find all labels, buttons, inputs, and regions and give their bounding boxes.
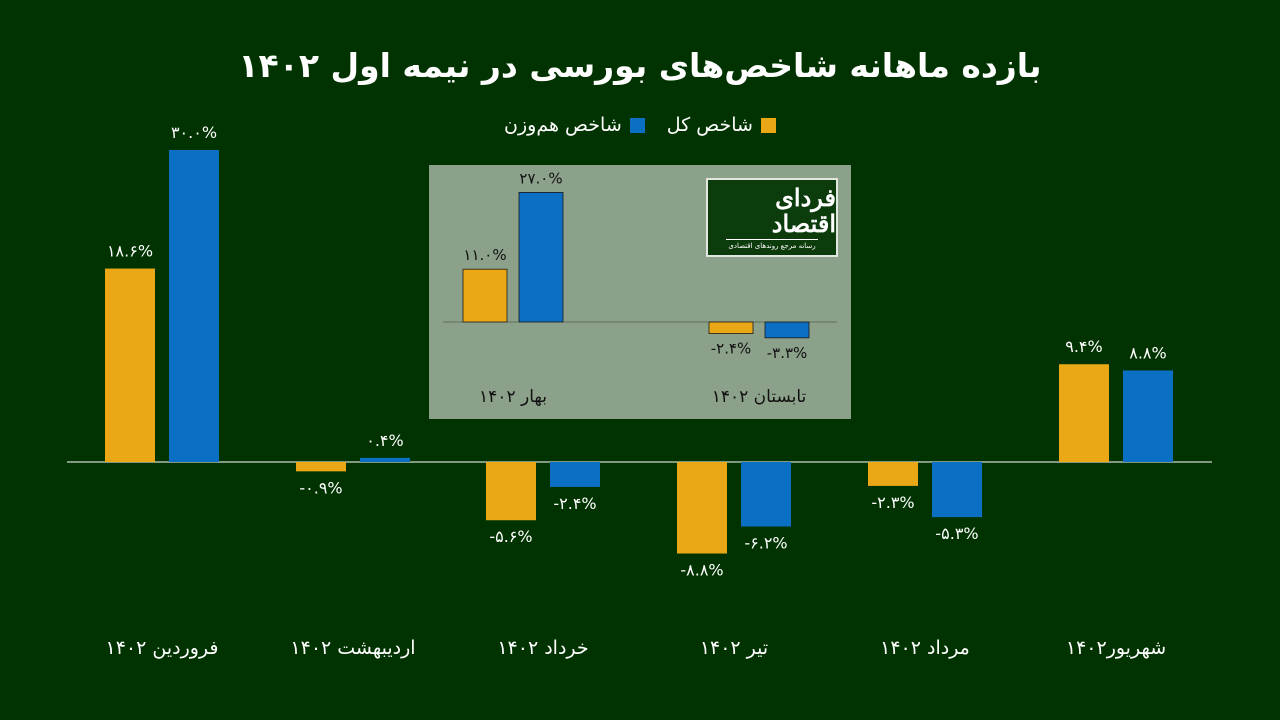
bar-overall-3 bbox=[677, 462, 727, 554]
legend-label-overall: شاخص کل bbox=[666, 114, 753, 136]
legend-item-overall: شاخص کل bbox=[667, 114, 776, 136]
inset-bar-overall-1 bbox=[708, 321, 754, 334]
data-label-overall-0: ۱۸.۶% bbox=[107, 242, 153, 261]
data-label-overall-3: -۸.۸% bbox=[680, 561, 723, 580]
category-label-5: شهریور۱۴۰۲ bbox=[1066, 637, 1166, 659]
seasonal-inset-chart: ۱۱.۰% ۲۷.۰% بهار ۱۴۰۲ -۲.۴% -۳.۳% تابستان ۱۴۰… bbox=[429, 165, 851, 419]
bar-equal-weight-0 bbox=[169, 150, 219, 462]
inset-data-label-overall-0: ۱۱.۰% bbox=[463, 246, 506, 264]
data-label-overall-5: ۹.۴% bbox=[1065, 337, 1102, 356]
data-label-overall-1: -۰.۹% bbox=[299, 478, 342, 497]
data-label-overall-2: -۵.۶% bbox=[489, 527, 532, 546]
chart-title: بازده ماهانه شاخص‌های بورسی در نیمه اول … bbox=[238, 46, 1042, 85]
logo-tagline: رسانه مرجع روندهای اقتصادی bbox=[728, 242, 816, 251]
bar-overall-4 bbox=[868, 462, 918, 486]
logo-text: فردای اقتصاد bbox=[771, 182, 836, 238]
legend: شاخص کل شاخص هم‌وزن bbox=[0, 114, 1280, 136]
brand-logo: فردای اقتصاد رسانه مرجع روندهای اقتصادی bbox=[706, 178, 838, 257]
data-label-equal-weight-1: ۰.۴% bbox=[366, 431, 403, 450]
category-label-0: فروردین ۱۴۰۲ bbox=[106, 637, 219, 659]
data-label-equal-weight-5: ۸.۸% bbox=[1129, 343, 1166, 362]
data-label-equal-weight-3: -۶.۲% bbox=[744, 533, 787, 552]
category-label-3: تیر ۱۴۰۲ bbox=[700, 637, 768, 659]
bar-overall-0 bbox=[105, 268, 155, 462]
legend-label-equal-weight: شاخص هم‌وزن bbox=[504, 114, 622, 136]
category-label-4: مرداد ۱۴۰۲ bbox=[880, 637, 970, 659]
bar-equal-weight-4 bbox=[932, 462, 982, 518]
legend-swatch-overall bbox=[760, 117, 776, 133]
data-label-equal-weight-2: -۲.۴% bbox=[553, 494, 596, 513]
inset-category-label-1: تابستان ۱۴۰۲ bbox=[712, 387, 807, 407]
bar-overall-2 bbox=[486, 462, 536, 521]
legend-swatch-equal-weight bbox=[629, 117, 645, 133]
data-label-equal-weight-4: -۵.۳% bbox=[935, 524, 978, 543]
inset-bar-equal-weight-1 bbox=[764, 321, 810, 339]
bar-equal-weight-2 bbox=[550, 462, 600, 487]
legend-item-equal-weight: شاخص هم‌وزن bbox=[504, 114, 645, 136]
inset-data-label-equal-weight-1: -۳.۳% bbox=[767, 344, 808, 362]
bar-equal-weight-5 bbox=[1123, 370, 1173, 462]
inset-chart-svg: ۱۱.۰% ۲۷.۰% بهار ۱۴۰۲ -۲.۴% -۳.۳% تابستان ۱۴۰… bbox=[443, 169, 837, 407]
logo-divider bbox=[726, 239, 818, 241]
inset-data-label-equal-weight-0: ۲۷.۰% bbox=[519, 169, 562, 187]
bar-equal-weight-1 bbox=[360, 457, 410, 462]
bar-overall-5 bbox=[1059, 364, 1109, 462]
inset-category-label-0: بهار ۱۴۰۲ bbox=[479, 387, 547, 407]
data-label-overall-4: -۲.۳% bbox=[871, 493, 914, 512]
data-label-equal-weight-0: ۳۰.۰% bbox=[171, 123, 217, 142]
bar-equal-weight-3 bbox=[741, 462, 791, 527]
inset-bar-equal-weight-0 bbox=[518, 191, 564, 323]
category-label-2: خرداد ۱۴۰۲ bbox=[497, 637, 588, 659]
inset-bar-overall-0 bbox=[462, 268, 508, 323]
inset-data-label-overall-1: -۲.۴% bbox=[711, 340, 752, 358]
bar-overall-1 bbox=[296, 462, 346, 472]
category-label-1: اردیبهشت ۱۴۰۲ bbox=[290, 637, 415, 659]
